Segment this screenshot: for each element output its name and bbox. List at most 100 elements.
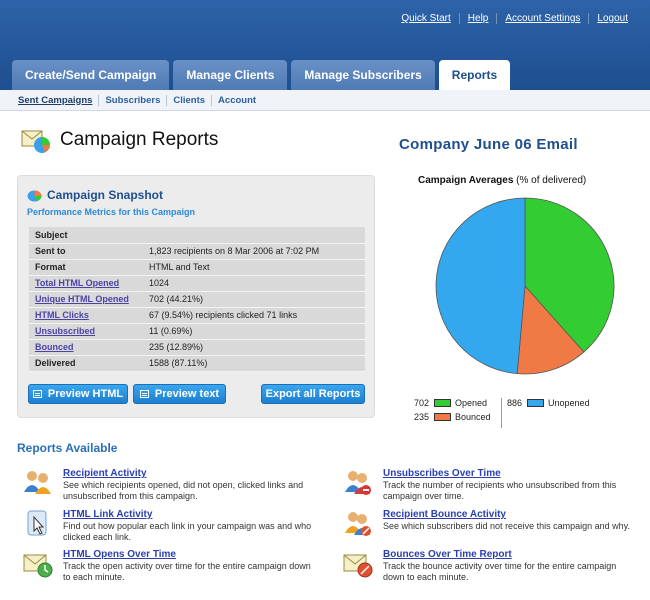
export-label: Export all Reports: [265, 388, 361, 400]
pie-slice-unopened: [435, 197, 526, 375]
document-icon: [32, 390, 42, 398]
app-header: Quick Start Help Account Settings Logout…: [0, 0, 650, 90]
table-row: Sent to 1,823 recipients on 8 Mar 2006 at…: [29, 243, 365, 260]
html-clicks-link[interactable]: HTML Clicks: [35, 310, 89, 320]
legend-opened: 702 Opened: [414, 398, 487, 408]
report-title: Company June 06 Email: [399, 136, 578, 153]
row-value: 702 (44.21%): [143, 291, 365, 308]
legend-divider: [501, 398, 502, 428]
quick-start-link[interactable]: Quick Start: [401, 13, 451, 24]
table-row: Subject: [29, 227, 365, 244]
subnav-sent-campaigns[interactable]: Sent Campaigns: [18, 94, 100, 106]
sub-navigation: Sent Campaigns Subscribers Clients Accou…: [0, 90, 650, 111]
pie-slice-bounced: [516, 285, 585, 375]
row-key: Sent to: [29, 243, 143, 260]
campaign-averages-pie-chart: [435, 197, 615, 375]
total-html-opened-link[interactable]: Total HTML Opened: [35, 278, 120, 288]
legend-opened-value: 702: [414, 398, 430, 408]
bounces-over-time-report-desc: Track the bounce activity over time for …: [383, 561, 617, 582]
legend-swatch-bounced: [434, 413, 452, 421]
row-value: 1024: [143, 275, 365, 292]
table-row: Format HTML and Text: [29, 259, 365, 276]
tab-manage-clients[interactable]: Manage Clients: [173, 60, 288, 90]
envelope-bounce-icon: [343, 554, 373, 578]
unsubscribed-link[interactable]: Unsubscribed: [35, 326, 96, 336]
row-value: HTML and Text: [143, 259, 365, 276]
table-row: Total HTML Opened 1024: [29, 275, 365, 292]
help-link[interactable]: Help: [458, 13, 497, 24]
html-opens-over-time-link[interactable]: HTML Opens Over Time: [63, 549, 176, 560]
legend-unopened-label: Unopened: [548, 398, 590, 408]
snapshot-title: Campaign Snapshot: [47, 188, 164, 202]
row-value: [143, 227, 365, 244]
legend-swatch-opened: [434, 399, 452, 407]
snapshot-subtitle: Performance Metrics for this Campaign: [27, 207, 196, 217]
legend-bounced-value: 235: [414, 412, 430, 422]
legend-bounced: 235 Bounced: [414, 412, 491, 422]
table-row: HTML Clicks 67 (9.54%) recipients clicked…: [29, 307, 365, 324]
link-cursor-icon: [27, 510, 47, 536]
row-value: 1588 (87.11%): [143, 355, 365, 372]
top-links: Quick Start Help Account Settings Logout: [393, 13, 636, 24]
table-row: Delivered 1588 (87.11%): [29, 355, 365, 372]
user-bounce-icon: [345, 512, 371, 536]
snapshot-table: Subject Sent to 1,823 recipients on 8 Mar…: [29, 227, 365, 372]
html-link-activity-link[interactable]: HTML Link Activity: [63, 509, 153, 520]
tab-create-send-campaign[interactable]: Create/Send Campaign: [12, 60, 170, 90]
row-value: 67 (9.54%) recipients clicked 71 links: [143, 307, 365, 324]
chart-title: Campaign Averages (% of delivered): [418, 175, 586, 186]
chart-title-rest: (% of delivered): [513, 175, 587, 186]
recipient-bounce-activity-link[interactable]: Recipient Bounce Activity: [383, 509, 506, 520]
chart-legend: 702 Opened 235 Bounced 886 Unopened: [414, 398, 644, 428]
main-tabs: Create/Send Campaign Manage Clients Mana…: [12, 60, 514, 90]
html-link-activity-desc: Find out how popular each link in your c…: [63, 521, 312, 542]
legend-opened-label: Opened: [455, 398, 488, 408]
envelope-clock-icon: [23, 554, 53, 578]
row-value: 11 (0.69%): [143, 323, 365, 340]
preview-text-label: Preview text: [154, 388, 220, 400]
export-all-reports-button[interactable]: Export all Reports: [261, 384, 365, 404]
subnav-subscribers[interactable]: Subscribers: [105, 94, 168, 106]
row-value: 235 (12.89%): [143, 339, 365, 356]
campaign-reports-icon: [21, 130, 50, 153]
row-key: Format: [29, 259, 143, 276]
recipient-bounce-activity-desc: See which subscribers did not receive th…: [383, 521, 630, 531]
preview-html-label: Preview HTML: [47, 388, 124, 400]
chart-title-bold: Campaign Averages: [418, 175, 514, 186]
account-settings-link[interactable]: Account Settings: [496, 13, 588, 24]
recipient-activity-desc: See which recipients opened, did not ope…: [63, 480, 304, 501]
snapshot-header: Campaign Snapshot: [27, 188, 163, 202]
tab-manage-subscribers[interactable]: Manage Subscribers: [291, 60, 435, 90]
logout-link[interactable]: Logout: [588, 13, 636, 24]
row-key: Delivered: [29, 355, 143, 372]
legend-swatch-unopened: [527, 399, 545, 407]
legend-unopened: 886 Unopened: [507, 398, 590, 408]
page-title-area: Campaign Reports: [20, 125, 218, 155]
unsubscribes-over-time-desc: Track the number of recipients who unsub…: [383, 480, 617, 501]
bounces-over-time-report-link[interactable]: Bounces Over Time Report: [383, 549, 512, 560]
page-title: Campaign Reports: [60, 129, 219, 150]
subnav-clients[interactable]: Clients: [173, 94, 213, 106]
unsubscribes-over-time-link[interactable]: Unsubscribes Over Time: [383, 468, 501, 479]
preview-text-button[interactable]: Preview text: [133, 384, 226, 404]
document-icon: [139, 390, 149, 398]
bounced-link[interactable]: Bounced: [35, 342, 74, 352]
unique-html-opened-link[interactable]: Unique HTML Opened: [35, 294, 129, 304]
reports-available-title: Reports Available: [17, 441, 118, 455]
row-key: Subject: [29, 227, 143, 244]
legend-unopened-value: 886: [507, 398, 523, 408]
table-row: Bounced 235 (12.89%): [29, 339, 365, 356]
recipient-activity-link[interactable]: Recipient Activity: [63, 468, 147, 479]
pie-slice-opened: [524, 197, 615, 353]
pie-chart-icon: [27, 190, 42, 201]
row-value: 1,823 recipients on 8 Mar 2006 at 7:02 P…: [143, 243, 365, 260]
preview-html-button[interactable]: Preview HTML: [28, 384, 128, 404]
campaign-snapshot-panel: Campaign Snapshot Performance Metrics fo…: [17, 175, 375, 418]
users-icon: [24, 471, 51, 494]
user-remove-icon: [345, 471, 371, 495]
tab-reports[interactable]: Reports: [438, 60, 511, 90]
table-row: Unsubscribed 11 (0.69%): [29, 323, 365, 340]
subnav-account[interactable]: Account: [218, 94, 257, 106]
html-opens-over-time-desc: Track the open activity over time for th…: [63, 561, 311, 582]
legend-bounced-label: Bounced: [455, 412, 491, 422]
